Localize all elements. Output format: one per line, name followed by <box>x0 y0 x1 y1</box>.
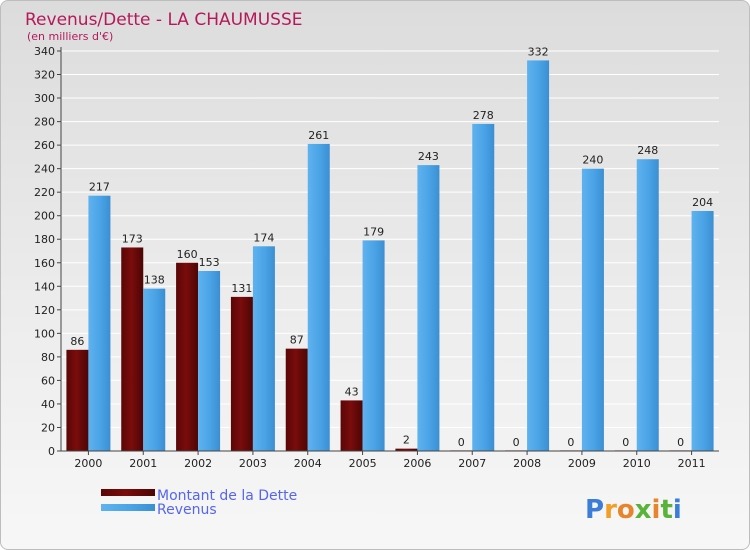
legend-swatch-dette <box>101 489 155 496</box>
bar-dette <box>121 247 144 451</box>
legend-label-dette: Montant de la Dette <box>157 488 297 504</box>
legend: Montant de la Dette Revenus <box>101 488 297 518</box>
x-tick-label: 2010 <box>623 457 651 470</box>
y-tick-label: 180 <box>34 233 55 246</box>
bar-revenus <box>472 123 495 452</box>
x-tick-label: 2008 <box>513 457 541 470</box>
logo-letter: i <box>652 495 661 525</box>
bar-revenus <box>143 288 166 451</box>
bar-dette <box>340 400 363 451</box>
y-tick-label: 320 <box>34 69 55 82</box>
data-label-revenus: 174 <box>253 231 274 244</box>
x-tick-label: 2000 <box>74 457 102 470</box>
y-tick-label: 260 <box>34 139 55 152</box>
x-tick-label: 2011 <box>678 457 706 470</box>
data-label-dette: 0 <box>567 436 574 449</box>
y-tick-label: 280 <box>34 116 55 129</box>
y-tick-label: 0 <box>48 445 55 458</box>
x-tick-label: 2007 <box>458 457 486 470</box>
x-tick-label: 2006 <box>403 457 431 470</box>
proxiti-logo: Proxiti <box>585 495 682 525</box>
y-tick-label: 240 <box>34 163 55 176</box>
bar-dette <box>66 349 89 451</box>
data-label-dette: 173 <box>122 232 143 245</box>
data-label-dette: 160 <box>177 248 198 261</box>
bar-revenus <box>252 246 275 451</box>
data-label-revenus: 138 <box>144 274 165 287</box>
x-tick-label: 2005 <box>349 457 377 470</box>
data-label-revenus: 153 <box>199 256 220 269</box>
data-label-dette: 0 <box>513 436 520 449</box>
chart-title: Revenus/Dette - LA CHAUMUSSE <box>25 10 303 30</box>
y-tick-label: 20 <box>41 421 55 434</box>
x-tick-label: 2003 <box>239 457 267 470</box>
bar-revenus <box>417 165 440 451</box>
data-label-revenus: 278 <box>473 109 494 122</box>
logo-letter: i <box>673 495 682 525</box>
data-label-revenus: 217 <box>89 181 110 194</box>
bar-revenus <box>362 240 385 451</box>
bar-revenus <box>691 211 714 451</box>
data-label-revenus: 261 <box>308 129 329 142</box>
y-tick-label: 40 <box>41 398 55 411</box>
bars <box>66 60 714 452</box>
data-label-revenus: 240 <box>582 154 603 167</box>
bar-dette <box>176 262 199 451</box>
bar-revenus <box>636 159 659 451</box>
data-label-revenus: 179 <box>363 225 384 238</box>
y-tick-label: 300 <box>34 92 55 105</box>
logo-letter: o <box>617 495 635 525</box>
bar-revenus <box>198 271 221 451</box>
chart-subtitle: (en milliers d'€) <box>27 30 113 43</box>
logo-letter: t <box>660 495 672 525</box>
bar-revenus <box>581 168 604 451</box>
bar-dette <box>230 296 253 451</box>
data-label-revenus: 248 <box>637 144 658 157</box>
data-label-dette: 2 <box>403 434 410 447</box>
bar-dette <box>395 448 418 451</box>
data-label-dette: 86 <box>70 335 84 348</box>
grid <box>61 50 719 428</box>
y-tick-label: 100 <box>34 327 55 340</box>
data-label-revenus: 204 <box>692 196 713 209</box>
y-tick-label: 200 <box>34 210 55 223</box>
y-tick-label: 160 <box>34 257 55 270</box>
bar-revenus <box>88 195 111 451</box>
data-label-dette: 87 <box>290 334 304 347</box>
legend-swatch-revenus <box>101 504 155 511</box>
y-tick-label: 140 <box>34 280 55 293</box>
logo-letter: P <box>585 495 604 525</box>
y-tick-label: 220 <box>34 186 55 199</box>
data-label-revenus: 332 <box>528 45 549 58</box>
x-tick-label: 2004 <box>294 457 322 470</box>
bar-revenus <box>527 60 550 451</box>
x-tick-label: 2001 <box>129 457 157 470</box>
data-label-dette: 0 <box>458 436 465 449</box>
y-tick-label: 120 <box>34 304 55 317</box>
data-label-dette: 43 <box>345 385 359 398</box>
bar-revenus <box>307 143 330 452</box>
logo-letter: x <box>635 495 652 525</box>
logo-letter: r <box>604 495 617 525</box>
y-tick-label: 340 <box>34 45 55 58</box>
data-label-dette: 131 <box>231 282 252 295</box>
svg-text:Proxiti: Proxiti <box>585 495 682 525</box>
y-tick-label: 60 <box>41 374 55 387</box>
x-tick-label: 2009 <box>568 457 596 470</box>
y-tick-label: 80 <box>41 351 55 364</box>
data-label-dette: 0 <box>677 436 684 449</box>
x-tick-label: 2002 <box>184 457 212 470</box>
data-label-revenus: 243 <box>418 150 439 163</box>
bar-dette <box>285 348 308 451</box>
data-label-dette: 0 <box>622 436 629 449</box>
legend-label-revenus: Revenus <box>157 502 217 518</box>
axes: 0204060801001201401601802002202402602803… <box>34 45 719 470</box>
